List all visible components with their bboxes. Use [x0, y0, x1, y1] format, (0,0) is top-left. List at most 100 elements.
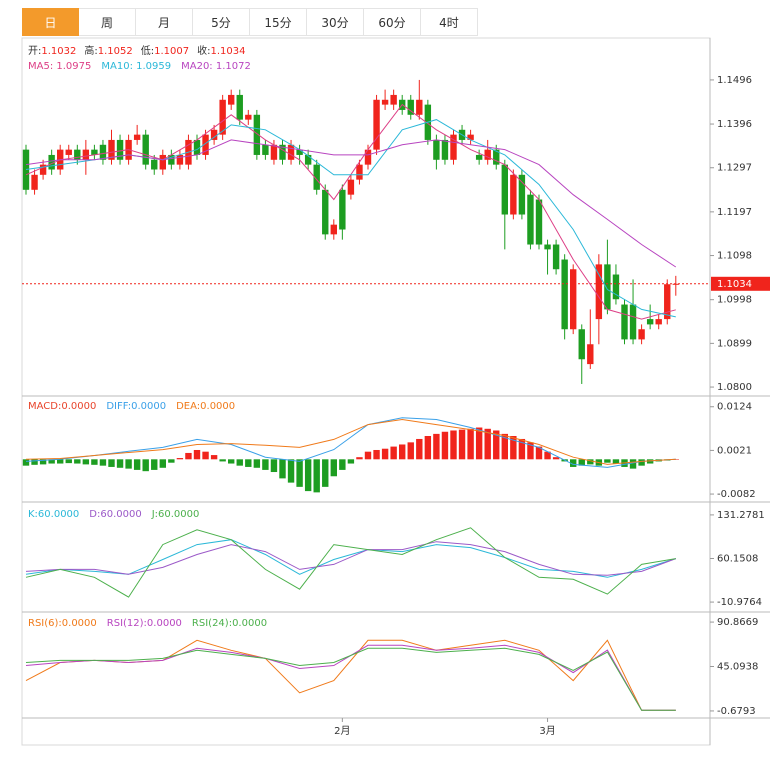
macd-bar [638, 459, 645, 466]
macd-bar [176, 458, 184, 460]
macd-bar [57, 459, 64, 464]
candle-body [664, 284, 671, 320]
macd-bar [484, 428, 491, 460]
x-tick-label: 3月 [539, 725, 555, 737]
macd-bar [544, 451, 551, 460]
macd-bar [168, 459, 175, 463]
indicator-line [25, 639, 676, 711]
candle-body [612, 274, 620, 300]
macd-bar [116, 459, 124, 468]
candle-body [604, 264, 611, 310]
macd-bar [330, 459, 337, 477]
candle-body [356, 164, 363, 180]
info-value: 1.1007 [154, 46, 189, 57]
y-tick-label: 131.2781 [717, 510, 765, 521]
indicator-line [25, 103, 676, 320]
legend-item: RSI(12):0.0000 [107, 618, 182, 629]
macd-bar [39, 459, 47, 465]
macd-bar [74, 459, 81, 464]
candle-body [552, 244, 560, 270]
period-tab[interactable]: 周 [79, 8, 136, 36]
candle-body [578, 329, 585, 360]
macd-bar [219, 459, 226, 462]
candle-body [655, 319, 662, 325]
candle-body [441, 139, 449, 160]
period-tab[interactable]: 15分 [250, 8, 307, 36]
period-tab[interactable]: 60分 [364, 8, 421, 36]
candle-body [621, 304, 628, 340]
macd-bar [236, 459, 243, 466]
legend: MACD:0.0000 DIFF:0.0000 DEA:0.0000 [28, 401, 235, 412]
y-tick-label: 90.8669 [717, 617, 758, 628]
candle-body [287, 144, 295, 160]
candle-body [74, 149, 81, 160]
candle-body [279, 144, 286, 160]
candle-body [133, 134, 141, 140]
period-tab[interactable]: 月 [136, 8, 193, 36]
macd-bar [578, 459, 585, 466]
candle-body [151, 159, 158, 170]
macd-bar [587, 459, 594, 465]
macd-bar [99, 459, 107, 466]
candle-body [535, 199, 543, 245]
macd-bar [458, 429, 466, 460]
candle-body [236, 94, 243, 120]
macd-bar [604, 459, 611, 463]
indicator-line [25, 417, 676, 468]
period-tab[interactable]: 5分 [193, 8, 250, 36]
macd-bar [65, 459, 72, 464]
candle-body [475, 154, 483, 160]
macd-bar [185, 452, 192, 460]
macd-bar [424, 435, 432, 460]
candle-body [364, 149, 372, 165]
macd-bar [356, 457, 363, 460]
info-label: 低: [141, 44, 154, 57]
y-tick-label: 0.0021 [717, 445, 752, 456]
legend-item: MA20: 1.1072 [181, 61, 251, 72]
candle-body [270, 144, 278, 160]
period-tab[interactable]: 日 [22, 8, 79, 36]
legend-item: MA10: 1.0959 [101, 61, 171, 72]
candle-body [304, 154, 312, 165]
y-tick-label: 1.1496 [717, 75, 752, 86]
candle-body [99, 144, 107, 160]
candle-body [210, 129, 218, 140]
macd-bar [475, 427, 483, 460]
period-tab[interactable]: 30分 [307, 8, 364, 36]
indicator-line [25, 647, 676, 711]
macd-bar [570, 459, 577, 467]
candle-body [48, 154, 55, 170]
indicator-line [25, 527, 676, 598]
candle-body [116, 139, 124, 160]
candle-body [39, 164, 47, 175]
macd-bar [612, 459, 620, 464]
macd-bar [339, 459, 346, 470]
y-tick-label: -0.6793 [717, 706, 756, 717]
candle-body [381, 99, 389, 105]
candle-body [407, 99, 414, 115]
info-value: 1.1052 [98, 46, 133, 57]
candle-body [373, 99, 380, 150]
candle-body [31, 174, 38, 190]
period-tab[interactable]: 4时 [421, 8, 478, 36]
info-label: 收: [197, 44, 210, 57]
candle-body [587, 344, 594, 365]
macd-bar [262, 459, 269, 470]
macd-bar [501, 433, 508, 460]
candle-body [202, 134, 209, 155]
macd-bar [253, 459, 261, 468]
macd-bar [296, 459, 303, 487]
macd-bar [270, 459, 278, 473]
candle-body [390, 94, 397, 105]
macd-bar [493, 430, 500, 460]
y-tick-label: 0.0124 [717, 402, 752, 413]
info-label: 开: [28, 46, 41, 57]
candle-body [450, 134, 457, 160]
y-tick-label: 60.1508 [717, 553, 758, 564]
y-tick-label: 1.1396 [717, 119, 752, 130]
macd-bar [151, 459, 158, 470]
y-tick-label: 1.1197 [717, 207, 752, 218]
macd-bar [210, 455, 218, 460]
info-value: 1.1034 [211, 46, 246, 57]
